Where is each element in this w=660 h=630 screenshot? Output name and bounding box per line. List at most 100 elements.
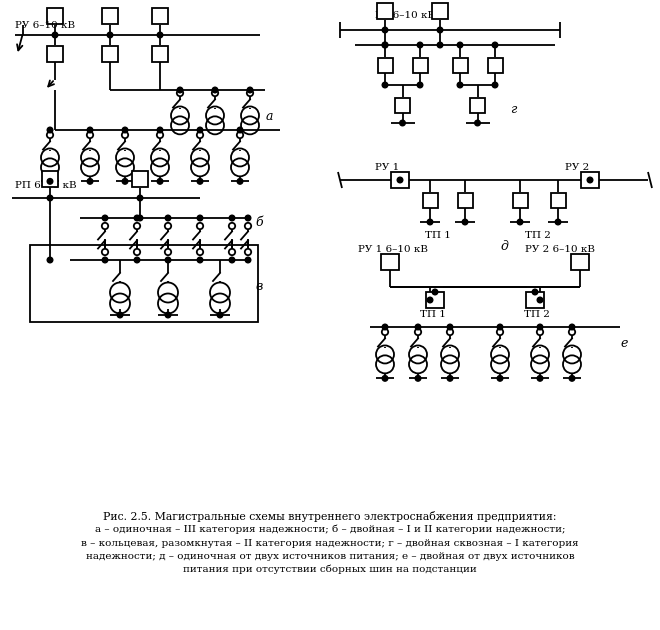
Bar [381, 254, 399, 270]
Circle shape [492, 82, 498, 88]
Bar [102, 8, 118, 24]
Circle shape [246, 215, 251, 220]
Text: питания при отсутствии сборных шин на подстанции: питания при отсутствии сборных шин на по… [183, 565, 477, 575]
Text: РУ 6–10 кВ: РУ 6–10 кВ [375, 11, 435, 20]
Bar [395, 98, 410, 113]
Bar [470, 98, 485, 113]
Circle shape [569, 324, 575, 329]
Circle shape [447, 375, 453, 381]
Circle shape [397, 177, 403, 183]
Circle shape [246, 257, 251, 263]
Circle shape [102, 257, 108, 263]
Bar [132, 171, 148, 187]
Bar [152, 8, 168, 24]
Circle shape [382, 42, 388, 48]
Circle shape [382, 42, 388, 48]
Circle shape [432, 289, 438, 295]
Circle shape [437, 27, 443, 33]
Circle shape [229, 215, 235, 220]
Circle shape [165, 215, 171, 220]
Bar [378, 57, 393, 72]
Circle shape [48, 257, 53, 263]
Circle shape [134, 215, 140, 220]
Circle shape [137, 215, 143, 220]
Bar [391, 172, 409, 188]
Bar [571, 254, 589, 270]
Circle shape [157, 127, 163, 133]
Circle shape [492, 42, 498, 48]
Text: надежности; д – одиночная от двух источников питания; е – двойная от двух источн: надежности; д – одиночная от двух источн… [86, 552, 574, 561]
Circle shape [400, 120, 405, 126]
Circle shape [157, 32, 163, 38]
Circle shape [157, 178, 163, 184]
Circle shape [415, 324, 421, 329]
Circle shape [52, 32, 58, 38]
Circle shape [122, 178, 128, 184]
Circle shape [248, 87, 253, 93]
Circle shape [237, 178, 243, 184]
Circle shape [197, 178, 203, 184]
Bar [30, 245, 258, 322]
Text: в: в [255, 280, 262, 293]
Text: ТП 1: ТП 1 [420, 310, 446, 319]
Circle shape [517, 219, 523, 225]
Text: РУ 2 6–10 кВ: РУ 2 6–10 кВ [525, 245, 595, 254]
Bar [102, 46, 118, 62]
Circle shape [122, 127, 128, 133]
Bar [422, 193, 438, 207]
Bar [457, 193, 473, 207]
Circle shape [437, 42, 443, 48]
Circle shape [217, 312, 223, 318]
Circle shape [569, 375, 575, 381]
Bar [426, 292, 444, 308]
Circle shape [457, 82, 463, 88]
Circle shape [48, 127, 53, 133]
Text: РУ 6–10 кВ: РУ 6–10 кВ [15, 21, 75, 30]
Circle shape [137, 195, 143, 201]
Circle shape [555, 219, 561, 225]
Circle shape [48, 178, 53, 184]
Text: Рис. 2.5. Магистральные схемы внутреннего электроснабжения предприятия:: Рис. 2.5. Магистральные схемы внутреннег… [103, 511, 557, 522]
Text: д: д [500, 240, 508, 253]
Bar [526, 292, 544, 308]
Bar [581, 172, 599, 188]
Circle shape [382, 324, 388, 329]
Text: РУ 1: РУ 1 [375, 163, 399, 172]
Circle shape [462, 219, 468, 225]
Circle shape [537, 324, 543, 329]
Bar [42, 171, 58, 187]
Text: РУ 2: РУ 2 [565, 163, 589, 172]
Bar [377, 3, 393, 19]
Circle shape [87, 127, 93, 133]
Circle shape [107, 32, 113, 38]
Bar [453, 57, 467, 72]
Circle shape [197, 215, 203, 220]
Bar [412, 57, 428, 72]
Text: б: б [255, 216, 263, 229]
Circle shape [382, 375, 388, 381]
Circle shape [532, 289, 538, 295]
Circle shape [197, 257, 203, 263]
Text: ТП 2: ТП 2 [525, 231, 551, 240]
Text: а: а [266, 110, 273, 123]
Circle shape [382, 27, 388, 33]
Circle shape [382, 82, 388, 88]
Circle shape [537, 375, 543, 381]
Circle shape [447, 324, 453, 329]
Circle shape [48, 195, 53, 201]
Bar [152, 46, 168, 62]
Circle shape [475, 120, 480, 126]
Circle shape [165, 312, 171, 318]
Text: г: г [510, 103, 516, 116]
Bar [432, 3, 448, 19]
Circle shape [102, 215, 108, 220]
Circle shape [417, 42, 423, 48]
Circle shape [427, 297, 433, 303]
Text: в – кольцевая, разомкнутая – II категория надежности; г – двойная сквозная – I к: в – кольцевая, разомкнутая – II категори… [81, 539, 579, 547]
Text: ТП 2: ТП 2 [524, 310, 550, 319]
Bar [488, 57, 502, 72]
Circle shape [117, 312, 123, 318]
Circle shape [197, 127, 203, 133]
Circle shape [417, 82, 423, 88]
Bar [47, 46, 63, 62]
